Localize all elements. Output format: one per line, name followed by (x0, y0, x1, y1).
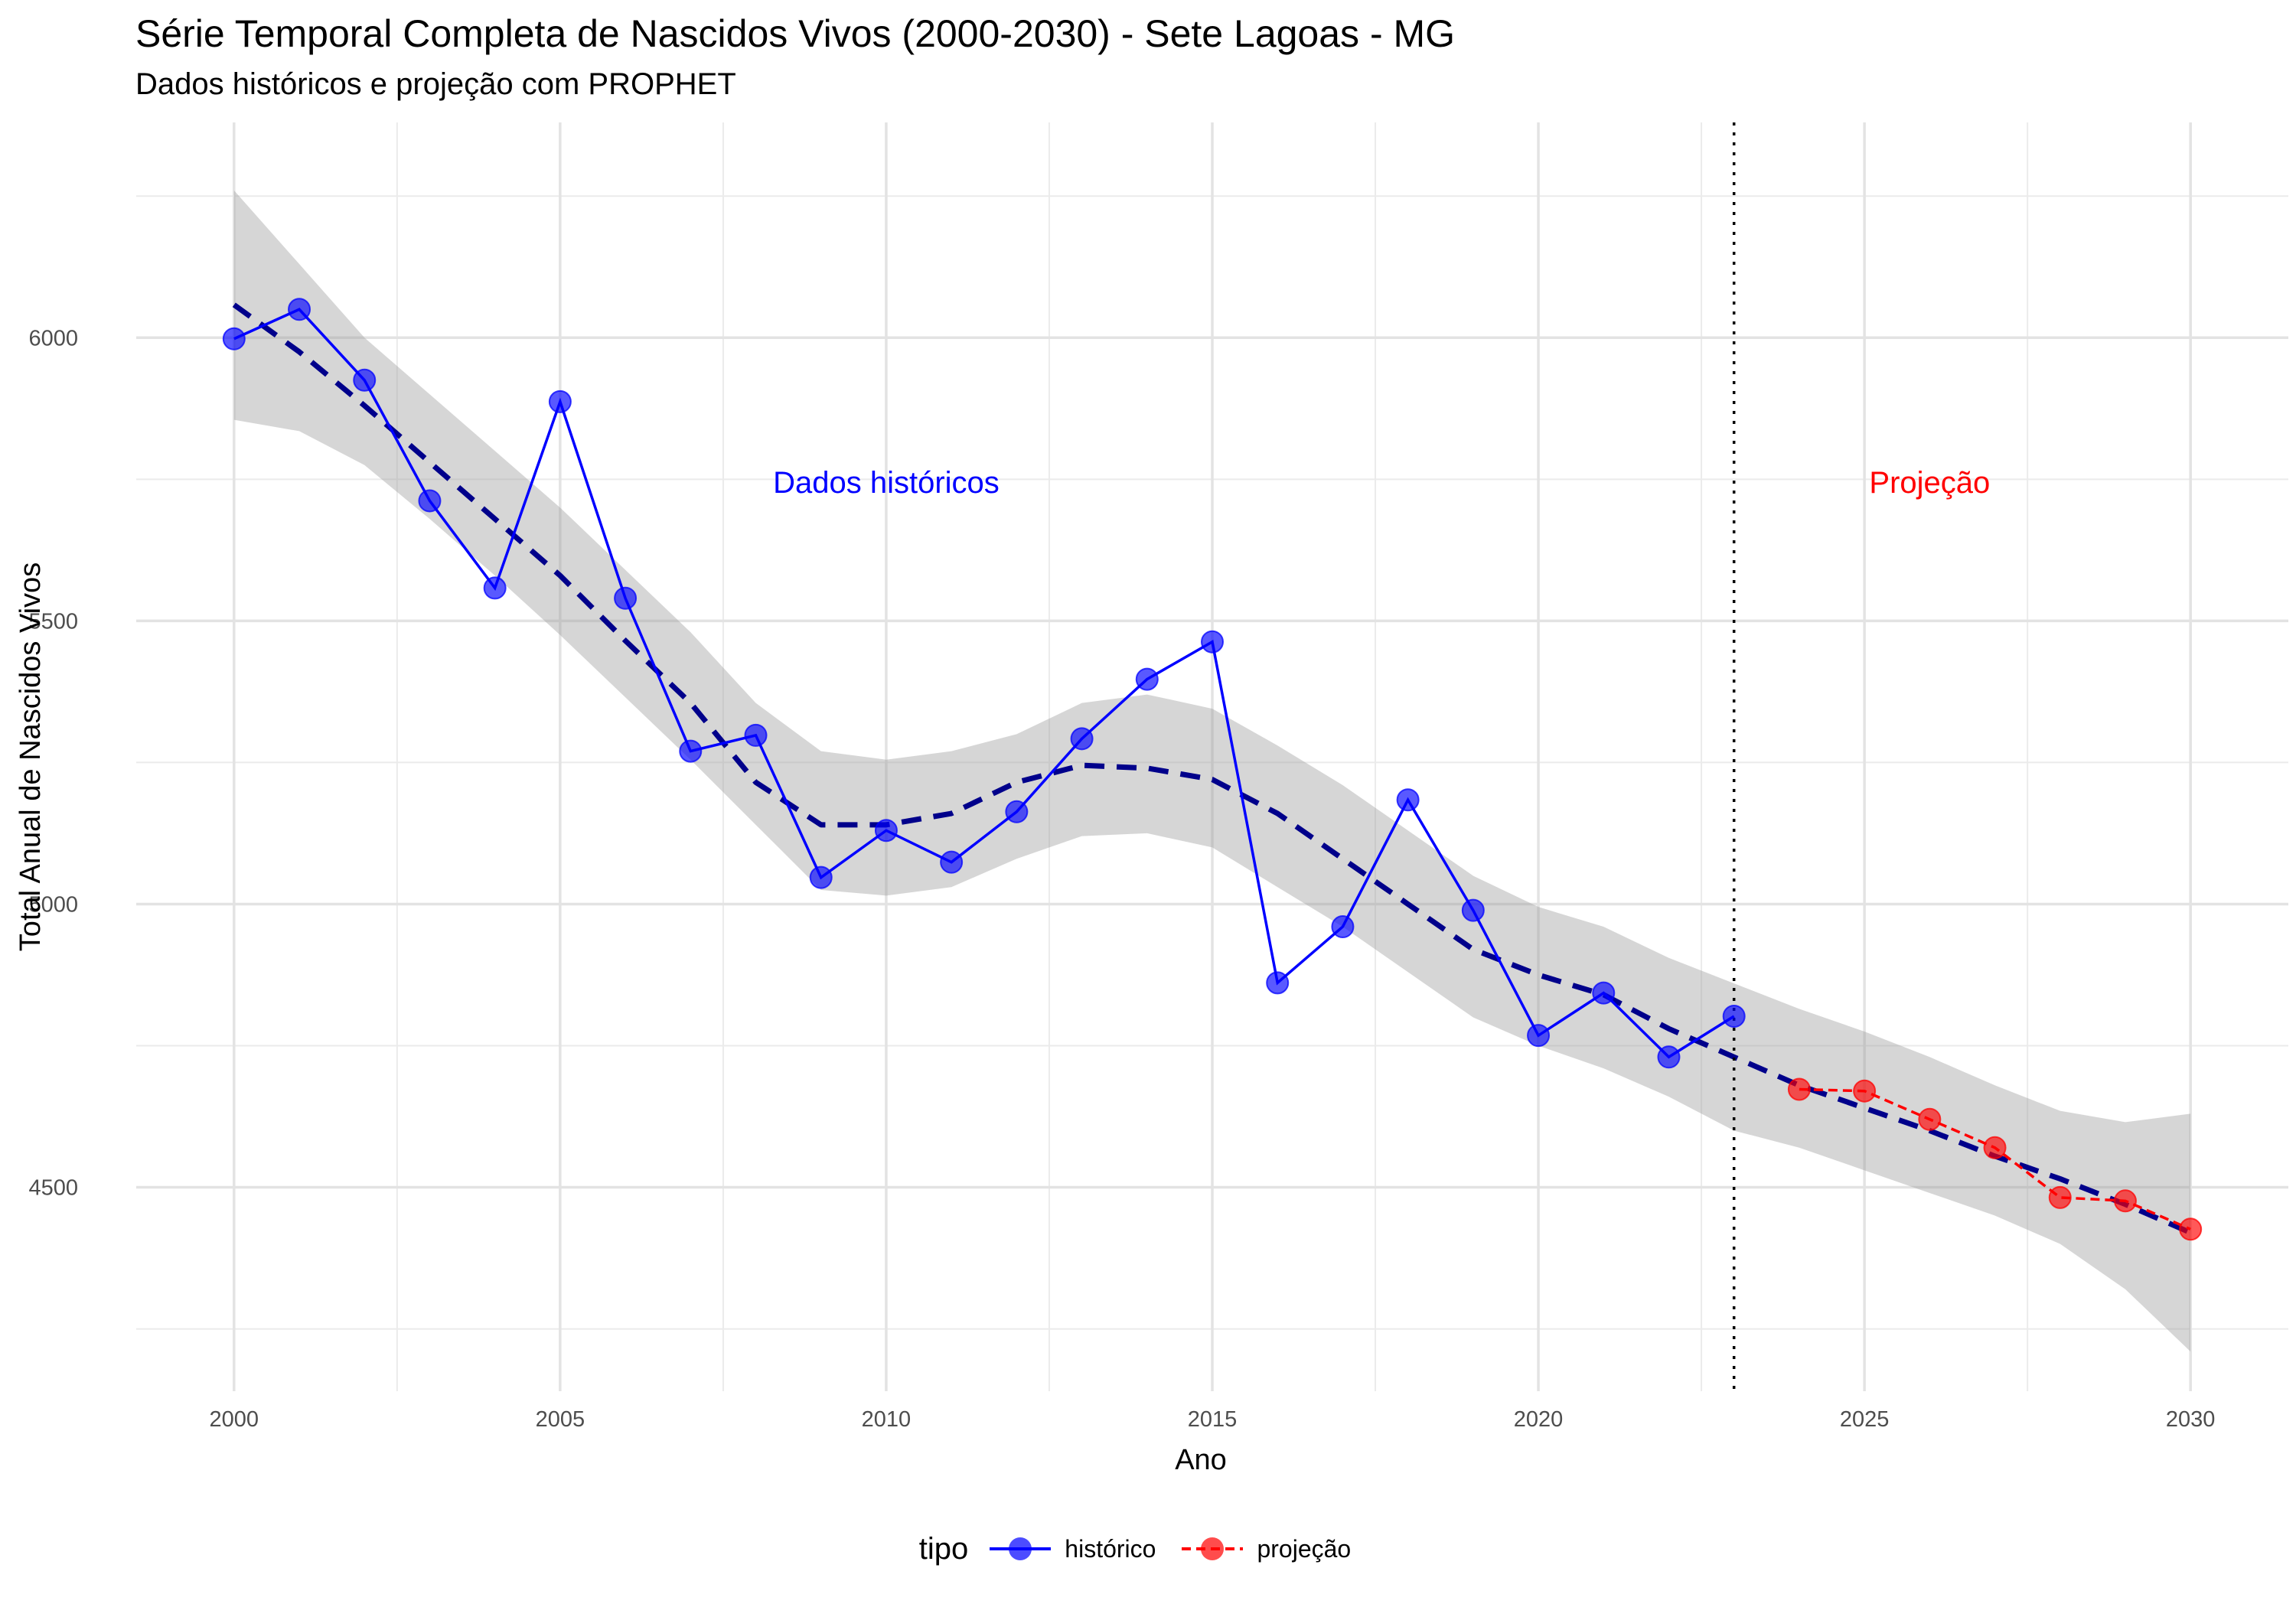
trend-layer (232, 302, 2192, 1235)
legend-item-historico: histórico (990, 1530, 1156, 1568)
x-axis-title: Ano (1175, 1444, 1227, 1476)
y-tick-label: 6000 (28, 326, 78, 350)
data-point-historico (679, 739, 703, 763)
legend-title: tipo (918, 1531, 969, 1566)
data-point-historico (548, 390, 572, 413)
annotation-layer: Dados históricos Projeção (773, 466, 1990, 500)
x-tick-label: 2005 (536, 1407, 585, 1432)
data-point-projecao (2113, 1189, 2137, 1213)
legend-label-projecao: projeção (1257, 1534, 1352, 1563)
data-point-historico (222, 327, 246, 350)
y-tick-label: 4500 (28, 1176, 78, 1201)
data-point-historico (874, 819, 898, 843)
legend: tipo histórico projeção (0, 1518, 2296, 1579)
data-point-historico (1201, 630, 1224, 654)
data-point-historico (1527, 1024, 1551, 1048)
data-point-historico (1331, 915, 1355, 939)
series-layer (222, 298, 2203, 1241)
grid-major (136, 122, 2288, 1391)
series-line-historico (233, 308, 1735, 1059)
data-point-projecao (1853, 1079, 1877, 1103)
data-point-historico (1396, 788, 1420, 812)
data-point-projecao (2048, 1185, 2072, 1209)
x-tick-label: 2000 (210, 1407, 259, 1432)
axes-layer: 2000 2005 2010 2015 2020 2025 2030 4500 5000 5500… (15, 326, 2215, 1476)
x-tick-label: 2020 (1514, 1407, 1564, 1432)
data-point-projecao (1918, 1107, 1942, 1131)
data-point-historico (614, 586, 638, 610)
data-point-projecao (1983, 1136, 2007, 1159)
data-point-historico (1135, 667, 1159, 691)
x-tick-label: 2025 (1840, 1407, 1890, 1432)
data-point-historico (418, 489, 442, 513)
x-tick-label: 2030 (2166, 1407, 2216, 1432)
x-tick-label: 2010 (862, 1407, 912, 1432)
legend-key-historico (990, 1537, 1052, 1560)
legend-label-historico: histórico (1065, 1534, 1156, 1563)
y-tick-label: 5500 (28, 609, 78, 634)
annotation-projecao: Projeção (1869, 466, 1990, 500)
data-point-historico (744, 723, 768, 747)
data-point-historico (809, 865, 833, 889)
chart-subtitle: Dados históricos e projeção com PROPHET (135, 67, 736, 101)
data-point-historico (483, 576, 507, 600)
data-point-projecao (2179, 1217, 2203, 1241)
x-tick-label: 2015 (1188, 1407, 1238, 1432)
data-point-historico (1722, 1005, 1746, 1028)
y-tick-label: 5000 (28, 892, 78, 917)
data-point-historico (1005, 800, 1029, 823)
data-point-historico (940, 850, 964, 874)
confidence-ribbon (233, 190, 2191, 1352)
annotation-dados-historicos: Dados históricos (773, 466, 1000, 500)
y-axis-title: Total Anual de Nascidos Vivos (15, 562, 47, 951)
data-point-historico (1592, 981, 1616, 1005)
legend-item-projecao: projeção (1182, 1530, 1351, 1568)
data-point-projecao (1787, 1077, 1811, 1101)
legend-key-projecao (1182, 1537, 1244, 1560)
data-point-historico (288, 298, 311, 321)
data-point-historico (353, 368, 377, 392)
data-point-historico (1657, 1045, 1681, 1069)
data-point-historico (1266, 971, 1290, 995)
trend-line (232, 302, 2192, 1235)
confidence-ribbon-layer (233, 190, 2191, 1352)
data-point-historico (1461, 898, 1485, 922)
data-point-historico (1070, 727, 1094, 751)
chart-title: Série Temporal Completa de Nascidos Vivo… (135, 12, 1456, 55)
